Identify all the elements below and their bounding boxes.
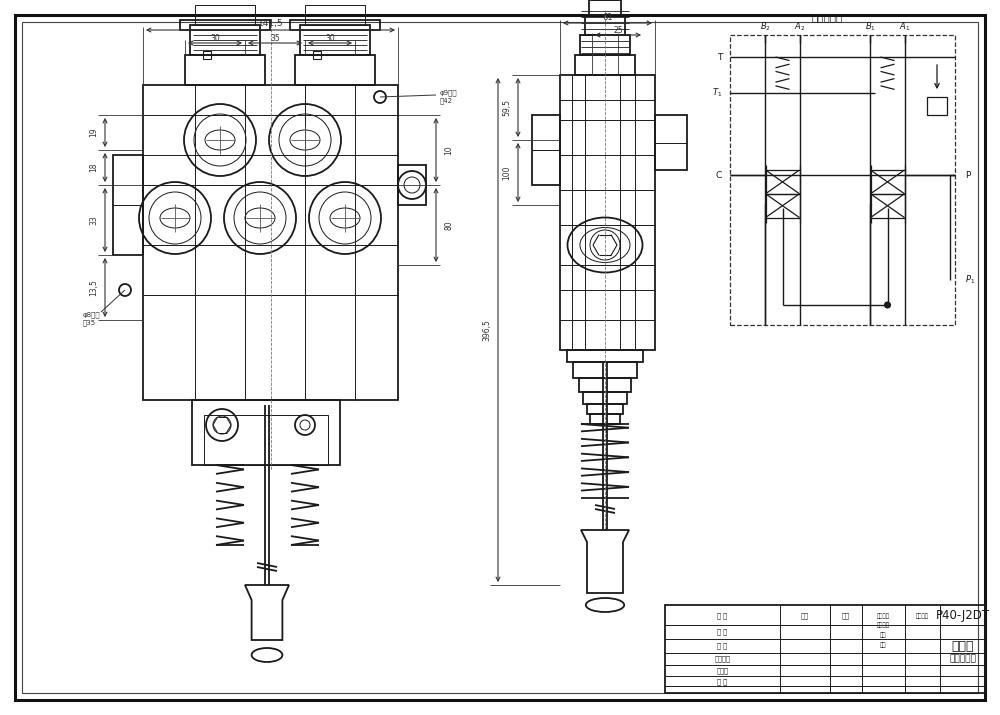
- Bar: [580, 35, 630, 55]
- Text: 单位名称: 单位名称: [916, 613, 929, 618]
- Bar: [290, 20, 380, 30]
- Text: 25: 25: [613, 26, 623, 34]
- Text: 工艺审查: 工艺审查: [714, 656, 730, 662]
- Bar: [590, 414, 620, 424]
- Text: 13,5: 13,5: [89, 279, 98, 296]
- Bar: [532, 115, 560, 185]
- Bar: [204, 415, 328, 465]
- Text: 30: 30: [325, 34, 335, 42]
- Bar: [305, 5, 365, 25]
- Bar: [579, 378, 631, 392]
- Bar: [185, 55, 265, 85]
- Text: 外形尺寸图: 外形尺寸图: [949, 654, 976, 664]
- Text: 签名: 签名: [801, 613, 809, 619]
- Bar: [583, 392, 627, 404]
- Polygon shape: [245, 585, 289, 640]
- Text: P40-J2DT: P40-J2DT: [935, 608, 990, 621]
- Text: $T_1$: $T_1$: [712, 87, 722, 99]
- Text: 33: 33: [89, 215, 98, 225]
- Bar: [730, 35, 955, 325]
- Text: 日期: 日期: [842, 613, 850, 619]
- Bar: [665, 605, 985, 693]
- Bar: [180, 20, 270, 30]
- Bar: [870, 194, 904, 217]
- Text: 18: 18: [89, 163, 98, 172]
- Text: 80: 80: [444, 220, 453, 230]
- Ellipse shape: [252, 648, 282, 662]
- Bar: [203, 51, 211, 59]
- Text: 30: 30: [210, 34, 220, 42]
- Circle shape: [885, 302, 891, 308]
- Text: C: C: [716, 170, 722, 179]
- Text: $B_1$: $B_1$: [865, 21, 875, 34]
- Polygon shape: [581, 530, 629, 593]
- Text: 液压原理图: 液压原理图: [812, 12, 843, 22]
- Text: 批 准: 批 准: [717, 679, 728, 685]
- Ellipse shape: [586, 598, 624, 612]
- Text: $A_2$: $A_2$: [794, 21, 806, 34]
- Bar: [313, 51, 321, 59]
- Text: 标准化: 标准化: [716, 668, 728, 674]
- Text: $A_1$: $A_1$: [899, 21, 911, 34]
- Bar: [190, 25, 260, 55]
- Text: $B_2$: $B_2$: [760, 21, 770, 34]
- Bar: [573, 362, 637, 378]
- Bar: [870, 170, 904, 194]
- Text: T: T: [717, 52, 722, 61]
- Bar: [766, 194, 800, 217]
- Bar: [560, 75, 655, 350]
- Text: 多路阀: 多路阀: [951, 639, 974, 653]
- Text: φ9螺孔: φ9螺孔: [440, 89, 458, 97]
- Text: 重量: 重量: [880, 632, 887, 638]
- Bar: [587, 404, 623, 414]
- Text: 设 计: 设 计: [717, 613, 728, 619]
- Bar: [575, 55, 635, 75]
- Text: φ8螺孔: φ8螺孔: [83, 312, 101, 318]
- Text: 61: 61: [602, 12, 613, 21]
- Bar: [589, 0, 621, 15]
- Text: 19: 19: [89, 128, 98, 137]
- Bar: [195, 5, 255, 25]
- Bar: [766, 170, 800, 194]
- Text: 59,5: 59,5: [502, 99, 511, 116]
- Bar: [113, 155, 143, 255]
- Text: P: P: [965, 170, 970, 179]
- Text: $P_1$: $P_1$: [965, 274, 975, 286]
- Text: 35: 35: [270, 34, 280, 42]
- Text: 100: 100: [502, 165, 511, 179]
- Text: 高35: 高35: [83, 320, 96, 326]
- Bar: [192, 400, 340, 465]
- Bar: [300, 25, 370, 55]
- Text: 材料标记: 材料标记: [877, 613, 890, 618]
- Text: 审 核: 审 核: [717, 643, 728, 649]
- Text: 比例: 比例: [880, 642, 887, 648]
- Text: 高42: 高42: [440, 98, 453, 104]
- Text: 396,5: 396,5: [482, 319, 491, 341]
- Bar: [585, 15, 625, 35]
- Bar: [143, 85, 398, 400]
- Bar: [927, 97, 947, 115]
- Text: 阶段标记: 阶段标记: [877, 622, 890, 628]
- Text: 校 对: 校 对: [717, 628, 728, 636]
- Bar: [567, 350, 643, 362]
- Text: 10: 10: [444, 145, 453, 155]
- Text: 141,5: 141,5: [258, 19, 283, 27]
- Bar: [398, 165, 426, 205]
- Bar: [295, 55, 375, 85]
- Bar: [655, 115, 687, 170]
